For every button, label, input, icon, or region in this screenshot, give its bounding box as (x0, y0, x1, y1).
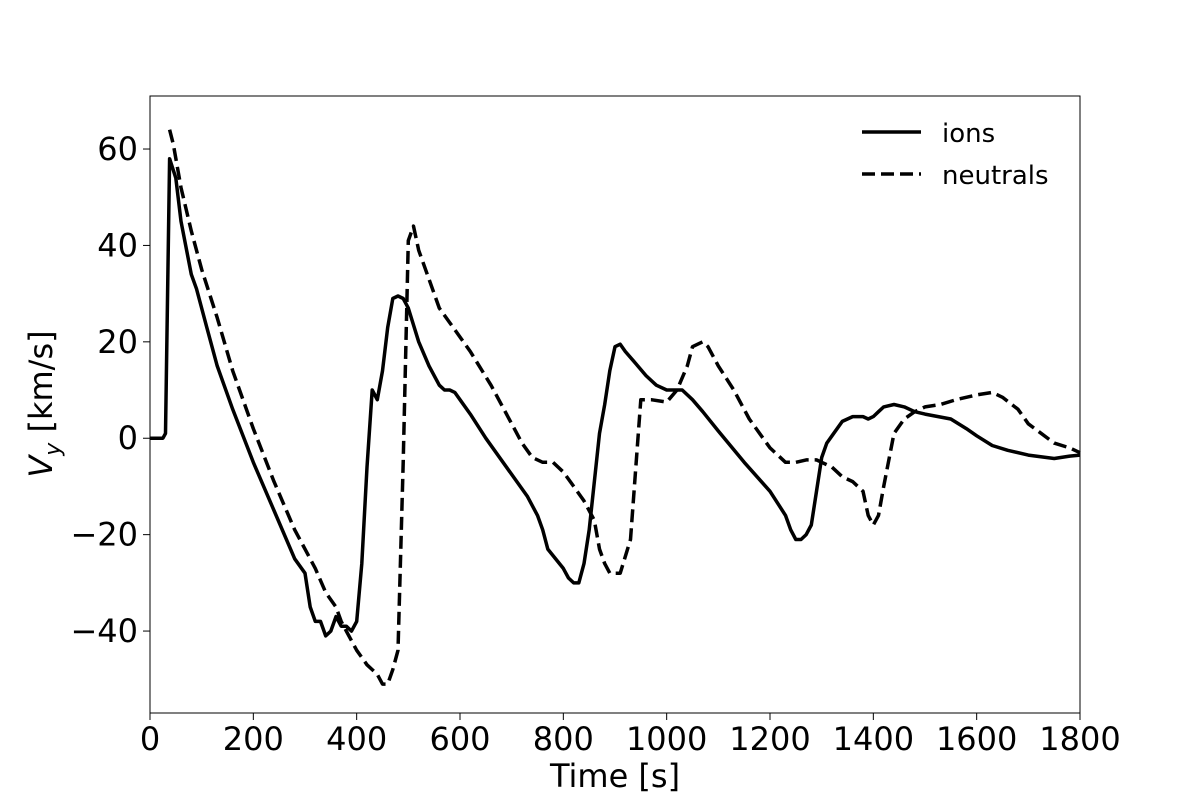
x-axis-ticks: 0 200 400 600 800 1000 1200 1400 1600 1800 (140, 713, 1121, 758)
y-axis-label-symbol: V (22, 454, 60, 478)
y-axis-label-unit: [km/s] (22, 330, 60, 442)
y-tick-label: 40 (97, 226, 138, 264)
x-tick-label: 200 (223, 720, 284, 758)
x-tick-label: 1800 (1039, 720, 1120, 758)
y-tick-label: −40 (70, 612, 138, 650)
y-tick-label: −20 (70, 516, 138, 554)
x-tick-label: 1600 (936, 720, 1017, 758)
series-layer (150, 129, 1081, 686)
x-tick-label: 1000 (626, 720, 707, 758)
y-tick-label: 20 (97, 323, 138, 361)
x-tick-label: 400 (326, 720, 387, 758)
series-line-neutrals (167, 129, 1081, 686)
x-tick-label: 1200 (729, 720, 810, 758)
y-axis-label-subscript: y (41, 442, 66, 457)
x-tick-label: 600 (429, 720, 490, 758)
y-tick-label: 0 (118, 419, 138, 457)
legend: ions neutrals (862, 119, 1049, 191)
y-axis-label: Vy [km/s] (22, 330, 66, 477)
y-axis-ticks: −40 −20 0 20 40 60 (70, 130, 150, 650)
plot-area-frame (149, 95, 1081, 714)
x-tick-label: 0 (140, 720, 160, 758)
x-axis-label: Time [s] (549, 757, 680, 795)
y-tick-label: 60 (97, 130, 138, 168)
legend-label-neutrals: neutrals (942, 161, 1049, 191)
legend-label-ions: ions (942, 119, 995, 149)
series-line-ions (150, 156, 1081, 638)
x-tick-label: 1400 (833, 720, 914, 758)
x-tick-label: 800 (533, 720, 594, 758)
